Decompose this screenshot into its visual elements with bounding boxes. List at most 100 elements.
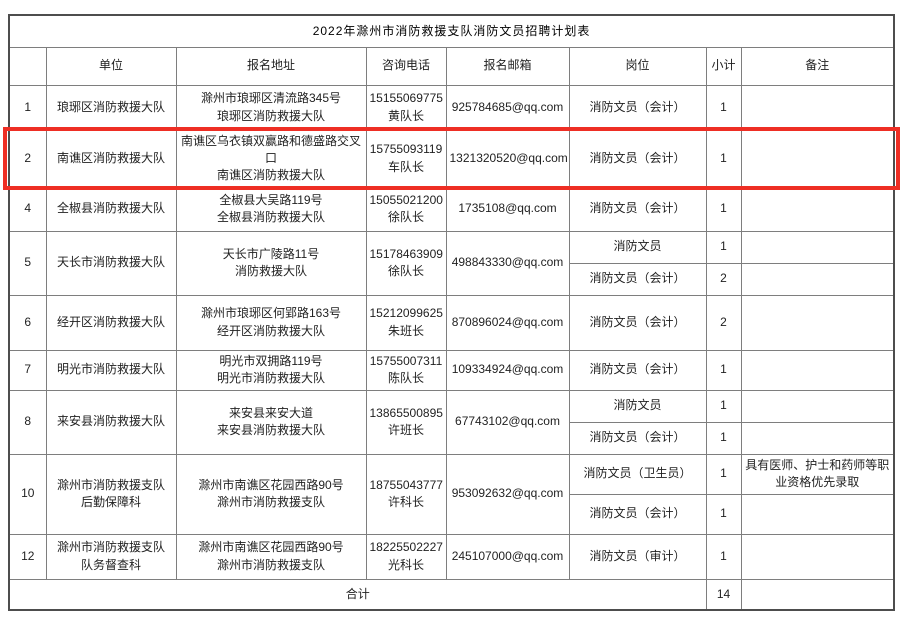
unit-cell: 明光市消防救援大队 <box>45 349 177 391</box>
phone-cell: 15155069775 黄队长 <box>365 84 447 131</box>
column-header: 咨询电话 <box>365 46 447 86</box>
remark-cell <box>740 262 895 296</box>
email-cell: 67743102@qq.com <box>445 389 570 455</box>
position-cell: 消防文员（会计） <box>568 493 707 535</box>
phone-cell: 15755007311 陈队长 <box>365 349 447 391</box>
address-cell: 天长市广陵路11号 消防救援大队 <box>175 230 367 296</box>
recruitment-plan-table: 2022年滁州市消防救援支队消防文员招聘计划表 单位 报名地址 咨询电话 报名邮箱 岗位… <box>8 14 896 612</box>
address-cell: 滁州市南谯区花园西路90号 滁州市消防救援支队 <box>175 453 367 535</box>
column-header: 小计 <box>705 46 742 86</box>
subtotal-cell: 2 <box>705 262 742 296</box>
subtotal-cell: 1 <box>705 389 742 423</box>
unit-cell: 琅琊区消防救援大队 <box>45 84 177 131</box>
subtotal-cell: 1 <box>705 453 742 495</box>
unit-cell: 全椒县消防救援大队 <box>45 186 177 232</box>
remark-cell <box>740 421 895 455</box>
subtotal-cell: 2 <box>705 294 742 351</box>
total-count: 14 <box>705 578 742 611</box>
total-label: 合计 <box>8 578 707 611</box>
remark-cell <box>740 349 895 391</box>
row-number: 8 <box>8 389 47 455</box>
table-row: 6 经开区消防救援大队 滁州市琅琊区何郢路163号 经开区消防救援大队 15212099… <box>8 294 895 351</box>
column-header: 报名地址 <box>175 46 367 86</box>
subtotal-cell: 1 <box>705 421 742 455</box>
address-cell: 全椒县大吴路119号 全椒县消防救援大队 <box>175 186 367 232</box>
unit-cell: 来安县消防救援大队 <box>45 389 177 455</box>
column-header: 岗位 <box>568 46 707 86</box>
position-cell: 消防文员（审计） <box>568 533 707 580</box>
table-row: 10 滁州市消防救援支队 后勤保障科 滁州市南谯区花园西路90号 滁州市消防救援支队 18… <box>8 453 895 535</box>
table-row: 5 天长市消防救援大队 天长市广陵路11号 消防救援大队 15178463909 徐队长 4… <box>8 230 895 296</box>
phone-cell: 18225502227 光科长 <box>365 533 447 580</box>
position-cell: 消防文员（会计） <box>568 186 707 232</box>
phone-cell: 18755043777 许科长 <box>365 453 447 535</box>
remark-cell <box>740 230 895 264</box>
unit-cell: 经开区消防救援大队 <box>45 294 177 351</box>
unit-cell: 滁州市消防救援支队 后勤保障科 <box>45 453 177 535</box>
row-number: 4 <box>8 186 47 232</box>
position-cell: 消防文员（会计） <box>568 262 707 296</box>
row-number: 5 <box>8 230 47 296</box>
address-cell: 南谯区乌衣镇双赢路和德盛路交叉口 南谯区消防救援大队 <box>175 129 367 188</box>
unit-cell: 天长市消防救援大队 <box>45 230 177 296</box>
table-row: 4 全椒县消防救援大队 全椒县大吴路119号 全椒县消防救援大队 15055021200… <box>8 186 895 232</box>
column-header <box>8 46 47 86</box>
row-number: 12 <box>8 533 47 580</box>
row-number: 6 <box>8 294 47 351</box>
total-remark <box>740 578 895 611</box>
email-cell: 925784685@qq.com <box>445 84 570 131</box>
table-row: 1 琅琊区消防救援大队 滁州市琅琊区清流路345号 琅琊区消防救援大队 15155069… <box>8 84 895 131</box>
email-cell: 953092632@qq.com <box>445 453 570 535</box>
column-header: 备注 <box>740 46 895 86</box>
address-cell: 来安县来安大道 来安县消防救援大队 <box>175 389 367 455</box>
position-cell: 消防文员 <box>568 230 707 264</box>
table-row: 消防文员（会计） 2 <box>9 262 895 296</box>
subtotal-cell: 1 <box>705 129 742 188</box>
subtotal-cell: 1 <box>705 186 742 232</box>
position-cell: 消防文员（会计） <box>568 294 707 351</box>
position-cell: 消防文员 <box>568 389 707 423</box>
position-cell: 消防文员（卫生员） <box>568 453 707 495</box>
table-title: 2022年滁州市消防救援支队消防文员招聘计划表 <box>8 14 895 48</box>
email-cell: 245107000@qq.com <box>445 533 570 580</box>
unit-cell: 滁州市消防救援支队 队务督查科 <box>45 533 177 580</box>
table-row: 7 明光市消防救援大队 明光市双拥路119号 明光市消防救援大队 15755007311… <box>8 349 895 391</box>
phone-cell: 15212099625 朱班长 <box>365 294 447 351</box>
phone-cell: 15178463909 徐队长 <box>365 230 447 296</box>
table-row: 12 滁州市消防救援支队 队务督查科 滁州市南谯区花园西路90号 滁州市消防救援支队 18… <box>8 533 895 580</box>
row-number: 7 <box>8 349 47 391</box>
address-cell: 滁州市琅琊区清流路345号 琅琊区消防救援大队 <box>175 84 367 131</box>
remark-cell <box>740 129 895 188</box>
email-cell: 1321320520@qq.com <box>445 129 570 188</box>
subtotal-cell: 1 <box>705 493 742 535</box>
phone-cell: 15755093119 车队长 <box>365 129 447 188</box>
column-header: 报名邮箱 <box>445 46 570 86</box>
position-cell: 消防文员（会计） <box>568 129 707 188</box>
position-cell: 消防文员（会计） <box>568 84 707 131</box>
title-row: 2022年滁州市消防救援支队消防文员招聘计划表 <box>8 14 895 48</box>
position-cell: 消防文员（会计） <box>568 349 707 391</box>
address-cell: 明光市双拥路119号 明光市消防救援大队 <box>175 349 367 391</box>
subtotal-cell: 1 <box>705 533 742 580</box>
row-number: 2 <box>8 129 47 188</box>
table-row: 2 南谯区消防救援大队 南谯区乌衣镇双赢路和德盛路交叉口 南谯区消防救援大队 15755… <box>8 129 895 188</box>
position-cell: 消防文员（会计） <box>568 421 707 455</box>
phone-cell: 15055021200 徐队长 <box>365 186 447 232</box>
total-row: 合计 14 <box>8 578 895 611</box>
row-number: 1 <box>8 84 47 131</box>
column-header: 单位 <box>45 46 177 86</box>
email-cell: 870896024@qq.com <box>445 294 570 351</box>
address-cell: 滁州市南谯区花园西路90号 滁州市消防救援支队 <box>175 533 367 580</box>
address-cell: 滁州市琅琊区何郢路163号 经开区消防救援大队 <box>175 294 367 351</box>
subtotal-cell: 1 <box>705 84 742 131</box>
row-number: 10 <box>8 453 47 535</box>
remark-cell <box>740 186 895 232</box>
email-cell: 109334924@qq.com <box>445 349 570 391</box>
remark-cell <box>740 389 895 423</box>
remark-cell <box>740 493 895 535</box>
remark-cell <box>740 294 895 351</box>
remark-cell <box>740 533 895 580</box>
remark-cell <box>740 84 895 131</box>
table-row: 消防文员（会计） 1 <box>9 493 895 535</box>
